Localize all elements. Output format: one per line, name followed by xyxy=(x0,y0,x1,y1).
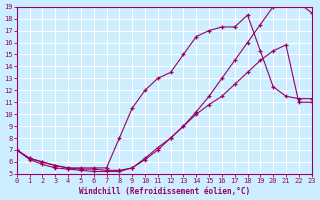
X-axis label: Windchill (Refroidissement éolien,°C): Windchill (Refroidissement éolien,°C) xyxy=(79,187,250,196)
